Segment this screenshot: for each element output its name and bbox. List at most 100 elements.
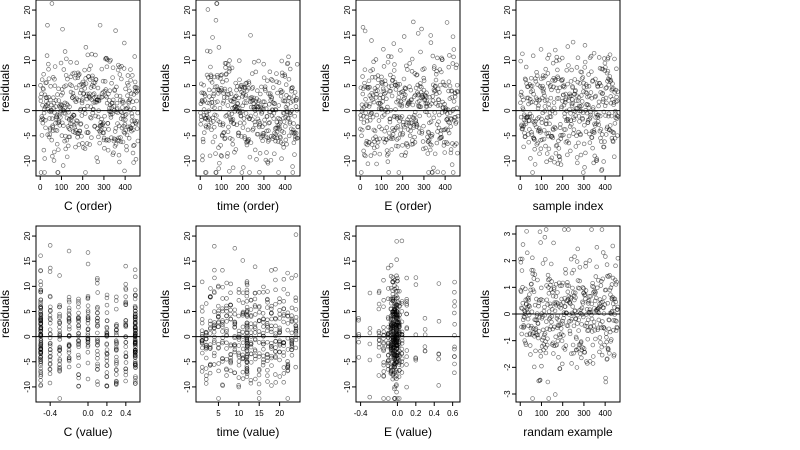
data-point: [91, 84, 97, 89]
data-point: [523, 121, 529, 126]
data-point: [123, 344, 129, 349]
data-point: [261, 357, 266, 363]
data-point: [583, 288, 589, 293]
data-point: [529, 75, 534, 81]
data-point: [395, 124, 401, 129]
data-point: [519, 268, 525, 273]
data-point: [592, 328, 597, 333]
data-point: [67, 134, 72, 140]
data-point: [399, 341, 405, 346]
data-point: [399, 351, 405, 356]
data-point: [244, 348, 250, 354]
data-point: [531, 91, 536, 97]
data-point: [281, 145, 286, 150]
plot-frame: [355, 225, 461, 403]
data-point: [592, 298, 598, 304]
data-point: [123, 281, 128, 287]
data-point: [232, 109, 238, 114]
data-point: [362, 67, 368, 72]
data-point: [252, 119, 258, 125]
data-point: [276, 115, 281, 121]
data-point: [536, 300, 542, 306]
data-point: [531, 364, 537, 370]
data-point: [38, 287, 44, 293]
data-point: [553, 294, 559, 299]
data-point: [396, 320, 402, 325]
data-point: [253, 376, 258, 382]
data-point: [610, 243, 616, 249]
data-point: [447, 53, 452, 58]
data-point: [521, 314, 527, 319]
data-point: [585, 299, 591, 304]
data-point: [133, 342, 138, 348]
data-point: [381, 362, 386, 368]
data-point: [538, 130, 543, 135]
data-point: [392, 364, 397, 369]
data-point: [561, 132, 566, 138]
data-point: [614, 113, 620, 118]
data-point: [95, 114, 101, 120]
data-point: [41, 147, 47, 153]
data-point: [412, 113, 417, 118]
data-point: [47, 357, 53, 363]
data-point: [381, 360, 386, 365]
data-point: [289, 316, 295, 322]
data-point: [85, 52, 91, 58]
data-point: [533, 348, 538, 354]
data-point: [549, 279, 554, 284]
data-point: [236, 383, 241, 388]
data-point: [536, 329, 542, 334]
data-point: [376, 329, 382, 334]
data-point: [418, 104, 423, 109]
data-point: [236, 130, 242, 136]
data-point: [422, 316, 428, 321]
data-point: [371, 99, 377, 105]
data-point: [588, 324, 594, 329]
data-point: [396, 362, 402, 367]
data-point: [535, 332, 540, 338]
data-point: [426, 112, 432, 118]
data-point: [277, 122, 282, 127]
data-point: [279, 58, 285, 64]
data-point: [433, 83, 438, 89]
data-point: [85, 303, 91, 309]
data-point: [540, 327, 546, 333]
data-point: [600, 90, 605, 96]
data-point: [48, 97, 53, 103]
data-point: [256, 318, 262, 323]
data-point: [265, 367, 270, 373]
data-point: [227, 87, 233, 92]
data-point: [395, 144, 401, 149]
data-point: [395, 98, 401, 103]
data-point: [399, 114, 405, 119]
data-point: [537, 377, 543, 383]
data-point: [586, 301, 591, 306]
data-point: [566, 133, 572, 139]
data-point: [284, 93, 289, 98]
data-point: [429, 142, 434, 148]
data-point: [228, 360, 233, 366]
data-point: [566, 227, 571, 232]
data-point: [257, 151, 263, 156]
data-point: [50, 123, 55, 128]
data-point: [387, 119, 393, 125]
data-point: [551, 351, 556, 356]
data-point: [571, 351, 576, 356]
data-point: [220, 101, 226, 106]
data-point: [244, 346, 250, 351]
data-point: [238, 113, 244, 119]
data-point: [83, 170, 88, 175]
data-point: [132, 319, 138, 325]
data-point: [47, 371, 53, 377]
data-point: [399, 238, 405, 244]
data-point: [48, 84, 53, 89]
data-point: [587, 131, 592, 137]
data-point: [394, 114, 400, 119]
data-point: [613, 282, 619, 287]
data-point: [123, 340, 129, 345]
data-point: [429, 134, 435, 139]
data-point: [560, 280, 566, 286]
data-point: [356, 355, 362, 360]
data-point: [57, 331, 63, 336]
data-point: [612, 56, 617, 62]
